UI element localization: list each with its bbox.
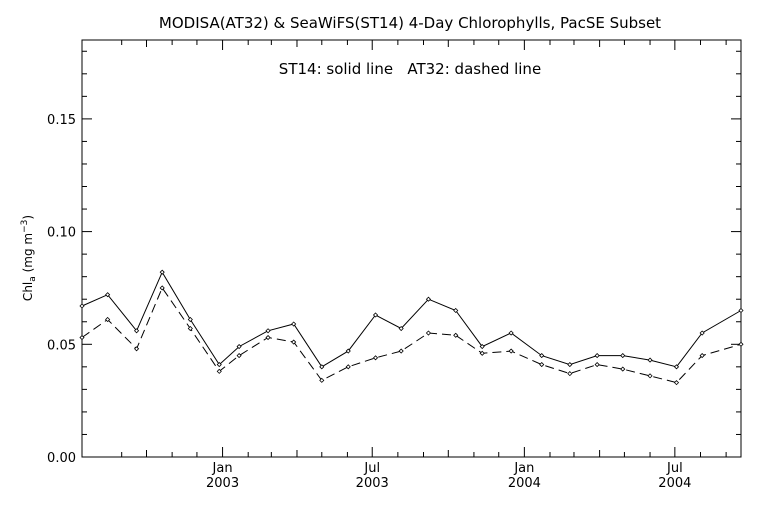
y-axis-label: Chla (mg m−3) [20,215,38,301]
x-tick-year-label: 2003 [356,476,389,491]
data-point-at32 [79,334,85,341]
data-point-st14 [236,343,242,350]
data-point-at32 [738,341,744,347]
x-tick-month-label: Jan [212,461,233,476]
plot-frame [81,39,742,458]
data-point-at32 [479,350,485,356]
data-point-st14 [647,357,653,363]
data-point-st14 [738,307,744,314]
data-point-st14 [319,364,325,370]
data-point-at32 [594,362,600,368]
data-point-st14 [105,292,111,298]
data-point-at32 [236,353,242,359]
data-point-at32 [105,316,111,323]
data-point-st14 [372,312,379,318]
data-point-st14 [159,269,165,275]
x-tick-year-label: 2004 [508,476,541,491]
x-tick-month-label: Jan [513,461,534,476]
data-point-at32 [620,366,626,372]
data-point-st14 [508,330,514,336]
data-point-st14 [453,307,459,314]
data-point-st14 [134,328,140,334]
data-point-at32 [398,348,404,354]
y-axis-label-units-close: ) [21,215,35,220]
data-point-at32 [291,339,297,345]
series-line-st14 [81,271,742,368]
data-point-st14 [425,296,432,302]
data-point-at32 [539,362,545,368]
series-style-note: ST14: solid line AT32: dashed line [279,60,541,78]
x-tick-month-label: Jul [666,461,683,476]
data-point-at32 [372,355,379,361]
y-axis-label-superscript: −3 [20,220,30,233]
y-axis-label-base: Chl [21,282,35,301]
data-point-at32 [345,364,351,370]
x-tick-year-label: 2003 [206,476,239,491]
x-tick-month-label: Jul [363,461,380,476]
data-point-at32 [216,368,222,374]
data-point-st14 [398,325,404,332]
data-point-at32 [265,334,271,341]
data-point-at32 [134,346,140,352]
data-point-st14 [187,316,193,323]
y-tick-label: 0.15 [47,113,76,128]
chart-title: MODISA(AT32) & SeaWiFS(ST14) 4-Day Chlor… [159,14,661,32]
y-tick-label: 0.10 [47,226,76,241]
y-tick-label: 0.05 [47,338,76,353]
series-line-at32 [81,286,742,384]
data-point-st14 [539,353,545,359]
data-point-at32 [159,285,165,291]
data-point-at32 [453,332,459,338]
data-point-st14 [79,303,85,309]
data-point-at32 [425,330,432,336]
data-point-st14 [265,328,271,334]
data-point-st14 [699,330,705,336]
data-point-st14 [673,364,680,370]
y-axis-label-subscript: a [28,276,38,282]
data-point-st14 [620,353,626,359]
data-point-at32 [319,377,325,383]
data-point-st14 [594,353,600,359]
data-point-st14 [479,343,485,350]
data-point-st14 [291,321,297,327]
y-tick-label: 0.00 [47,451,76,466]
data-point-st14 [567,362,573,368]
data-point-at32 [673,380,680,386]
data-point-at32 [567,371,573,377]
y-axis: 0.00 0.05 0.10 0.15 [47,50,741,466]
x-tick-year-label: 2004 [658,476,691,491]
data-point-at32 [508,348,514,354]
series-layer [79,269,744,386]
data-point-at32 [699,353,705,359]
data-point-st14 [216,362,222,368]
y-axis-label-units-open: (mg m [21,233,35,276]
data-point-at32 [647,373,653,379]
data-point-st14 [345,348,351,354]
data-point-at32 [187,325,193,332]
